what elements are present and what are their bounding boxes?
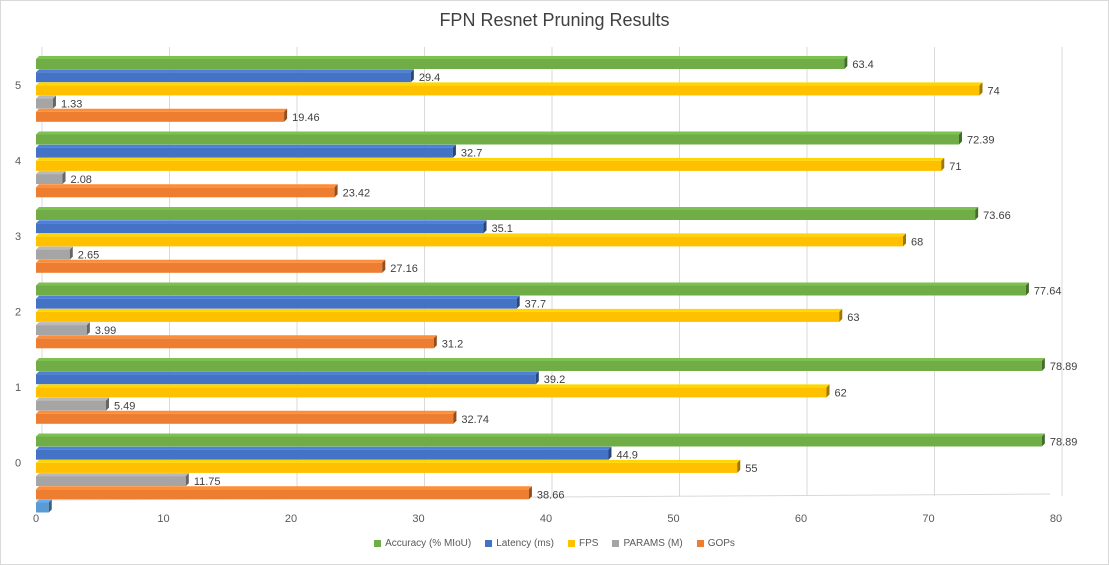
y-category-label: 0	[15, 457, 21, 469]
data-label: 62	[835, 387, 847, 399]
x-tick-label: 50	[667, 513, 679, 525]
data-label: 39.2	[544, 374, 565, 386]
legend-label: FPS	[578, 538, 599, 549]
legend-label: Latency (ms)	[496, 538, 554, 549]
bar	[36, 358, 1045, 371]
bar	[36, 473, 189, 487]
bar	[36, 246, 73, 260]
legend-swatch	[374, 540, 382, 547]
bar	[36, 95, 56, 109]
legend: Accuracy (% MIoU) Latency (ms) FPS PARAMS (…	[0, 538, 1109, 549]
x-tick-label: 40	[540, 513, 552, 525]
data-label: 78.89	[1050, 361, 1078, 373]
data-label: 77.64	[1034, 286, 1062, 298]
data-labels: 78.89 44.9 55 11.75 38.66 78.89 39.2 62 5.49 32.7…	[61, 59, 1077, 501]
legend-swatch	[567, 540, 575, 547]
bar	[36, 259, 386, 273]
bar	[36, 184, 338, 198]
legend-swatch	[612, 540, 620, 547]
bar	[36, 446, 612, 460]
x-tick-label: 10	[157, 513, 169, 525]
x-tick-label: 80	[1050, 513, 1062, 525]
bar	[36, 322, 90, 336]
data-label: 32.7	[461, 148, 482, 160]
x-tick-label: 30	[412, 513, 424, 525]
chart-title: FPN Resnet Pruning Results	[439, 10, 670, 30]
bar	[36, 171, 66, 185]
y-category-label: 4	[15, 155, 21, 167]
legend-item: PARAMS (M)	[612, 538, 683, 549]
data-label: 1.33	[61, 99, 82, 111]
x-tick-label: 70	[922, 513, 934, 525]
legend-swatch	[485, 540, 493, 547]
data-label: 71	[949, 161, 961, 173]
legend-swatch	[696, 540, 704, 547]
data-label: 32.74	[461, 414, 489, 426]
legend-item: Latency (ms)	[485, 538, 554, 549]
bar	[36, 308, 843, 322]
x-tick-label: 0	[33, 513, 39, 525]
bar	[36, 108, 288, 122]
y-category-label: 1	[15, 382, 21, 394]
data-label: 73.66	[983, 210, 1011, 222]
data-label: 68	[911, 236, 923, 248]
bar	[36, 384, 830, 398]
bar	[36, 371, 539, 385]
bar	[36, 433, 1045, 447]
axis-labels: 0 10 20 30 40 50 60 70 80 0 1 2 3 4 5	[15, 80, 1062, 525]
data-label: 19.46	[292, 112, 320, 124]
data-label: 23.42	[343, 187, 371, 199]
bar	[36, 410, 457, 424]
legend-item: Accuracy (% MIoU)	[374, 538, 471, 549]
legend-label: Accuracy (% MIoU)	[385, 538, 472, 549]
y-category-label: 2	[15, 306, 21, 318]
data-label: 2.08	[71, 174, 92, 186]
bar	[36, 459, 741, 473]
bar	[36, 144, 456, 158]
bar	[36, 82, 983, 96]
x-tick-label: 60	[795, 513, 807, 525]
data-label: 74	[988, 85, 1000, 97]
y-category-label: 5	[15, 80, 21, 92]
data-label: 55	[745, 463, 757, 475]
data-label: 3.99	[95, 325, 116, 337]
data-label: 72.39	[967, 135, 995, 147]
bar	[36, 335, 437, 349]
bar	[36, 157, 945, 171]
bar	[36, 56, 848, 69]
bar	[36, 486, 532, 500]
bar	[36, 69, 414, 83]
data-label: 37.7	[525, 299, 546, 311]
data-label: 35.1	[492, 223, 513, 235]
bar	[36, 233, 906, 247]
data-label: 63	[847, 312, 859, 324]
x-tick-label: 20	[285, 513, 297, 525]
bar	[36, 397, 109, 411]
data-label: 29.4	[419, 72, 440, 84]
data-label: 5.49	[114, 401, 135, 413]
legend-label: GOPs	[707, 538, 735, 549]
data-label: 38.66	[537, 489, 565, 501]
legend-label: PARAMS (M)	[623, 538, 683, 549]
bar-series	[36, 56, 1045, 513]
data-label: 44.9	[616, 450, 637, 462]
data-label: 31.2	[442, 338, 463, 350]
bar	[36, 295, 520, 309]
bar	[36, 207, 979, 220]
y-category-label: 3	[15, 231, 21, 243]
data-label: 11.75	[194, 476, 221, 488]
bar	[36, 131, 962, 145]
data-label: 78.89	[1050, 437, 1078, 449]
legend-item: FPS	[567, 538, 599, 549]
legend-item: GOPs	[696, 538, 735, 549]
bar	[36, 220, 487, 234]
bar	[36, 282, 1029, 296]
data-label: 27.16	[390, 263, 418, 275]
data-label: 63.4	[852, 59, 873, 71]
data-label: 2.65	[78, 250, 99, 262]
bar	[36, 499, 52, 513]
